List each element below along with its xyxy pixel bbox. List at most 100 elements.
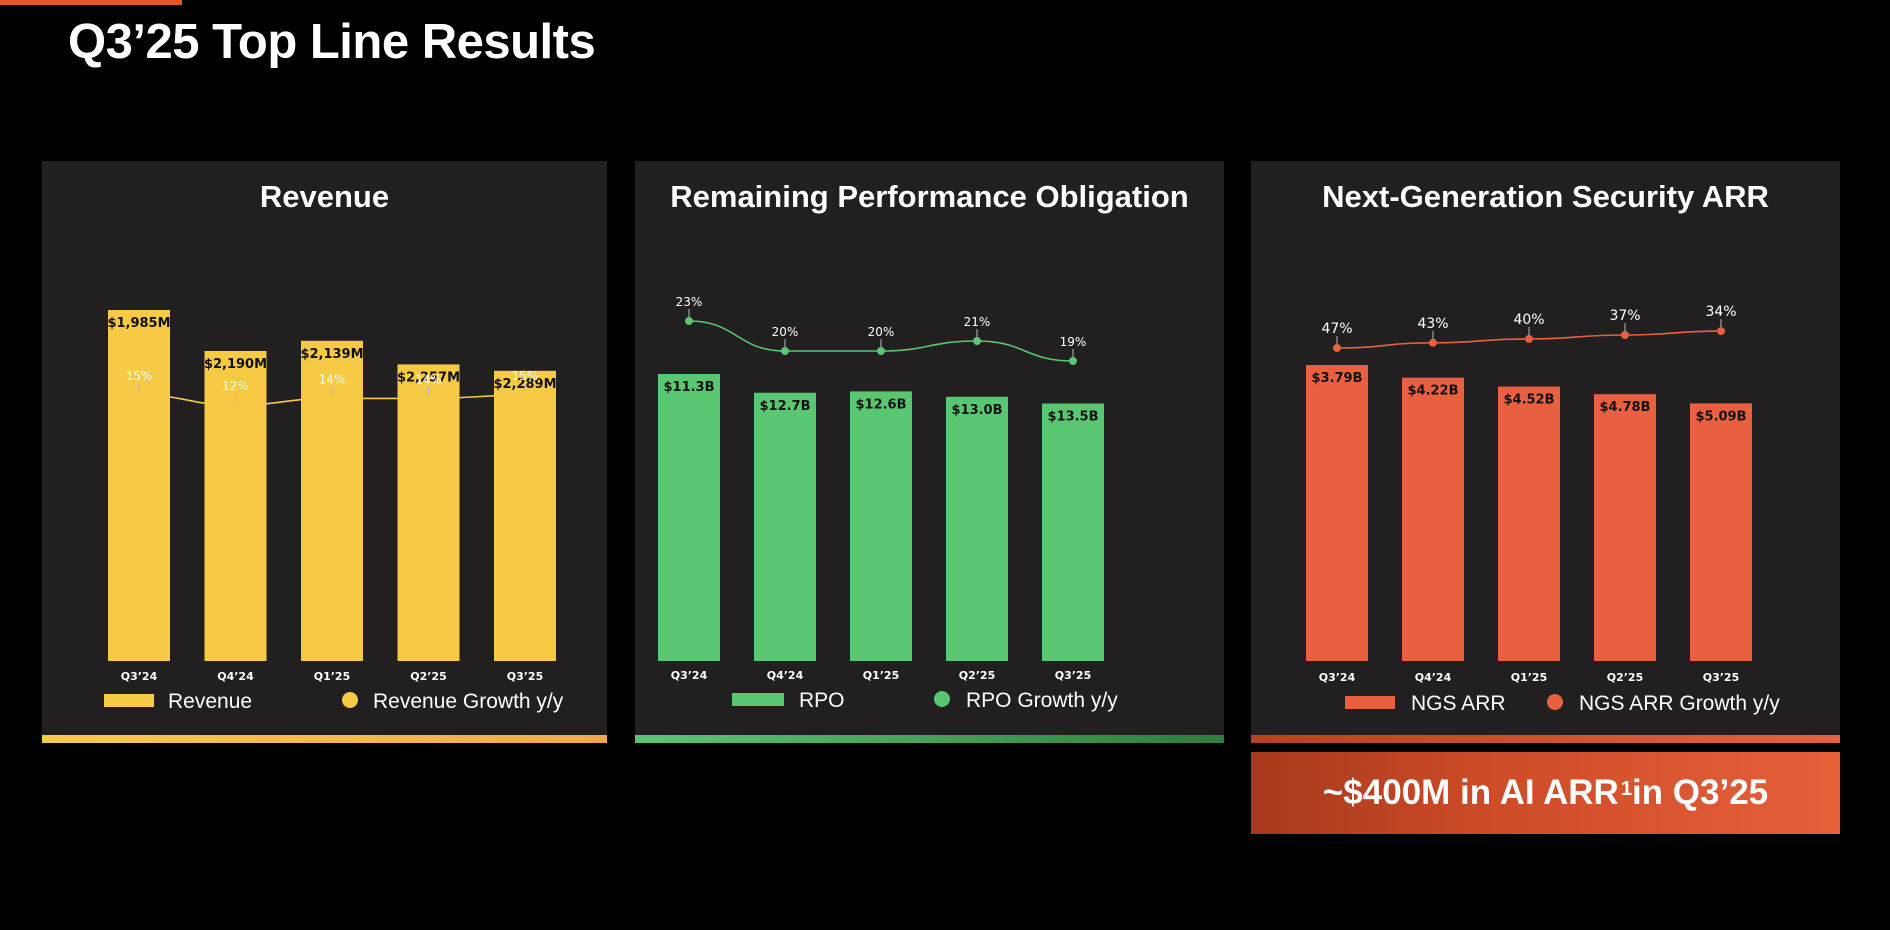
ngs-arr-underline (1251, 735, 1840, 743)
bar-2 (754, 392, 816, 661)
category-tick: Q1’25 (863, 669, 900, 682)
bar-5 (1042, 403, 1104, 661)
bar-1 (658, 374, 720, 661)
bar-value-label: $4.78B (1599, 400, 1650, 415)
accent-line (0, 0, 182, 5)
category-tick: Q3’25 (1703, 671, 1740, 684)
legend-line-swatch (1547, 694, 1563, 710)
growth-point (877, 347, 885, 355)
legend-line-label: Revenue Growth y/y (373, 690, 564, 713)
category-tick: Q3’24 (1319, 671, 1356, 684)
legend-bar-swatch (732, 693, 784, 706)
growth-point (781, 347, 789, 355)
legend-line-swatch (934, 691, 950, 707)
growth-point (1621, 331, 1629, 339)
bar-value-label: $5.09B (1695, 409, 1746, 424)
bar-1 (1306, 365, 1368, 661)
legend-bar-label: RPO (799, 689, 845, 712)
growth-point (328, 394, 336, 403)
growth-point (231, 401, 240, 409)
growth-label: 15% (512, 369, 539, 383)
growth-label: 23% (676, 295, 703, 309)
ai-arr-callout: ~$400M in AI ARR 1 in Q3’25 (1251, 752, 1840, 834)
bar-value-label: $4.52B (1503, 393, 1554, 408)
bar-4 (397, 364, 460, 661)
bar-5 (1690, 403, 1752, 661)
bar-value-label: $4.22B (1407, 384, 1458, 399)
bar-3 (1498, 386, 1560, 661)
category-tick: Q1’25 (1511, 671, 1548, 684)
bar-value-label: $2,139M (300, 347, 363, 362)
ngs-arr-chart: $3.79B $4.22B $4.52B $4.78B $5.09B Q3’24 Q4’24… (1306, 304, 1780, 715)
growth-point (1069, 357, 1077, 365)
category-tick: Q1’25 (314, 670, 351, 683)
growth-label: 21% (964, 315, 991, 329)
panel-title: Next-Generation Security ARR (1322, 179, 1769, 214)
growth-label: 14% (415, 372, 442, 386)
growth-label: 37% (1609, 308, 1640, 324)
growth-point (1333, 344, 1341, 352)
category-tick: Q4’24 (767, 669, 804, 682)
growth-label: 14% (319, 372, 346, 386)
bar-2 (1402, 377, 1464, 661)
legend-bar-label: Revenue (168, 690, 252, 713)
category-tick: Q2’25 (959, 669, 996, 682)
legend-line-swatch (342, 692, 358, 708)
growth-label: 15% (126, 369, 153, 383)
bar-value-label: $11.3B (663, 380, 714, 395)
growth-label: 47% (1321, 321, 1352, 337)
growth-point (1429, 338, 1437, 347)
bar-value-label: $1,985M (107, 316, 170, 331)
bar-3 (850, 391, 912, 661)
category-tick: Q3’25 (1055, 669, 1092, 682)
growth-point (973, 337, 981, 345)
bar-4 (946, 396, 1008, 661)
bar-value-label: $12.6B (855, 397, 906, 412)
bar-1 (108, 310, 170, 661)
ngs-arr-panel: Next-Generation Security ARR $3.79B $4.22… (1251, 161, 1840, 743)
page-title: Q3’25 Top Line Results (68, 15, 596, 69)
growth-point (135, 391, 143, 400)
category-tick: Q2’25 (410, 670, 447, 683)
panel-title: Remaining Performance Obligation (670, 179, 1189, 214)
growth-label: 20% (868, 325, 895, 339)
growth-label: 12% (222, 379, 249, 393)
growth-label: 19% (1060, 335, 1087, 349)
growth-label: 20% (772, 325, 799, 339)
rpo-chart: $11.3B $12.7B $12.6B $13.0B $13.5B Q3’24 Q4’24… (658, 295, 1118, 712)
revenue-chart: $1,985M$2,190M$2,139M$2,257M $2,289MQ3’24… (104, 310, 564, 713)
growth-label: 43% (1417, 316, 1448, 332)
callout-footnote-marker: 1 (1620, 777, 1632, 800)
bar-value-label: $13.0B (951, 403, 1002, 418)
bar-5 (494, 370, 556, 661)
category-tick: Q3’24 (121, 670, 158, 683)
legend-line-label: RPO Growth y/y (966, 689, 1118, 712)
callout-suffix: in Q3’25 (1631, 773, 1769, 812)
revenue-underline (42, 735, 607, 743)
category-tick: Q2’25 (1607, 671, 1644, 684)
category-tick: Q4’24 (217, 670, 254, 683)
bar-value-label: $3.79B (1311, 371, 1362, 386)
bar-value-label: $2,190M (204, 357, 267, 372)
growth-point (424, 394, 433, 403)
category-tick: Q3’25 (507, 670, 544, 683)
rpo-panel: Remaining Performance Obligation $11.3B $… (635, 161, 1224, 743)
bar-value-label: $2,257M (397, 370, 460, 385)
growth-label: 40% (1513, 312, 1544, 328)
growth-point (685, 317, 693, 325)
rpo-underline (635, 735, 1224, 743)
panel-title: Revenue (259, 179, 390, 214)
legend-bar-swatch (104, 694, 154, 707)
bar-value-label: $13.5B (1047, 409, 1098, 424)
revenue-panel: Revenue $1,985M $2,190M $2,139M $2,257M $2,2… (42, 161, 607, 743)
bar-4 (1594, 394, 1656, 661)
growth-label: 34% (1705, 304, 1736, 320)
growth-point (1525, 334, 1533, 343)
category-tick: Q3’24 (671, 669, 708, 682)
legend-bar-label: NGS ARR (1411, 692, 1506, 715)
callout-text: ~$400M in AI ARR (1322, 773, 1619, 812)
growth-point (1717, 327, 1725, 336)
growth-point (521, 391, 529, 400)
legend-bar-swatch (1345, 696, 1395, 709)
legend-line-label: NGS ARR Growth y/y (1579, 692, 1780, 715)
